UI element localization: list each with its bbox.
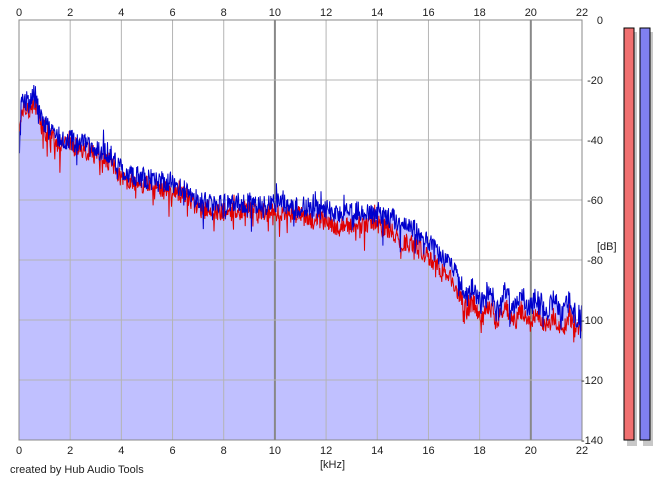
plot-frame <box>18 19 583 441</box>
x-tick-top-9: 18 <box>474 7 486 19</box>
x-tick-top-0: 0 <box>16 7 22 19</box>
x-tick-bottom-2: 4 <box>118 445 124 457</box>
x-tick-top-3: 6 <box>169 7 175 19</box>
y-tick-1: -20 <box>587 75 603 87</box>
x-tick-bottom-11: 22 <box>576 445 588 457</box>
x-tick-bottom-1: 2 <box>67 445 73 457</box>
meter-1-bar <box>623 27 635 441</box>
spectrum-fill-area <box>19 85 582 440</box>
x-tick-bottom-7: 14 <box>371 445 383 457</box>
x-tick-bottom-6: 12 <box>320 445 332 457</box>
x-tick-top-6: 12 <box>320 7 332 19</box>
x-tick-top-5: 10 <box>269 7 281 19</box>
x-tick-bottom-0: 0 <box>16 445 22 457</box>
y-axis-label: [dB] <box>597 241 617 253</box>
x-tick-top-2: 4 <box>118 7 124 19</box>
series-line-2 <box>18 84 583 339</box>
x-tick-top-11: 22 <box>576 7 588 19</box>
y-tick-labels: 0 -20 -40 -60 -80 -100 -120 -140 <box>581 15 603 447</box>
x-tick-labels-bottom: 0 2 4 6 8 10 12 14 16 18 20 22 <box>16 445 588 457</box>
y-tick-7: -140 <box>581 435 603 447</box>
y-tick-3: -60 <box>587 195 603 207</box>
meter-2-bar <box>639 27 651 441</box>
x-tick-bottom-4: 8 <box>221 445 227 457</box>
x-axis-label: [kHz] <box>320 459 345 471</box>
y-tick-0: 0 <box>597 15 603 27</box>
x-tick-bottom-10: 20 <box>525 445 537 457</box>
x-tick-top-4: 8 <box>221 7 227 19</box>
y-tick-6: -120 <box>581 375 603 387</box>
x-tick-top-10: 20 <box>525 7 537 19</box>
y-tick-2: -40 <box>587 135 603 147</box>
x-tick-top-7: 14 <box>371 7 383 19</box>
x-tick-bottom-5: 10 <box>269 445 281 457</box>
x-tick-bottom-8: 16 <box>422 445 434 457</box>
x-tick-top-1: 2 <box>67 7 73 19</box>
x-tick-bottom-3: 6 <box>169 445 175 457</box>
y-tick-4: -80 <box>587 255 603 267</box>
level-meters <box>623 27 653 446</box>
x-tick-labels-top: 0 2 4 6 8 10 12 14 16 18 20 22 <box>16 7 588 19</box>
footer-credit: created by Hub Audio Tools <box>10 464 144 476</box>
y-tick-5: -100 <box>581 315 603 327</box>
x-tick-top-8: 16 <box>422 7 434 19</box>
x-tick-bottom-9: 18 <box>474 445 486 457</box>
